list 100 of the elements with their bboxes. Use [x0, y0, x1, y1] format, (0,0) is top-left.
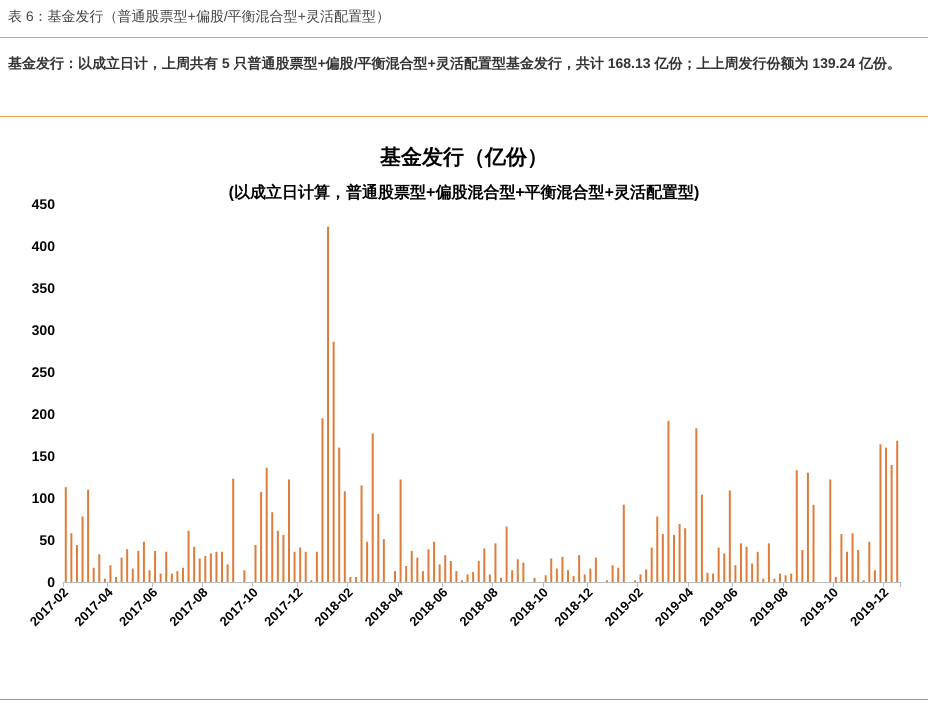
bar — [226, 564, 229, 582]
bar — [796, 470, 798, 582]
bar — [472, 572, 474, 582]
bar — [684, 528, 686, 582]
bar — [416, 558, 418, 582]
bar — [271, 512, 274, 582]
bar — [700, 494, 703, 582]
bar — [377, 514, 380, 582]
bar — [410, 550, 413, 582]
bar — [120, 558, 123, 582]
bar — [756, 552, 759, 582]
bar — [834, 576, 837, 582]
bar — [534, 578, 536, 582]
bar — [76, 545, 78, 582]
y-tick-label: 350 — [32, 280, 56, 296]
bar — [544, 575, 547, 582]
bar — [790, 574, 792, 582]
bar — [160, 574, 162, 582]
bar — [137, 550, 140, 582]
bar — [773, 578, 776, 582]
bar — [282, 534, 284, 582]
bar — [494, 543, 496, 582]
bar — [132, 568, 134, 582]
bar — [488, 574, 491, 582]
y-tick-label: 50 — [39, 532, 56, 548]
bar — [170, 574, 173, 582]
bar — [64, 487, 67, 582]
bar — [640, 574, 642, 582]
bar — [846, 552, 848, 582]
bar — [829, 480, 832, 582]
bar — [740, 543, 742, 582]
bar — [394, 571, 396, 582]
bar — [801, 550, 804, 582]
bar — [506, 526, 508, 582]
bar — [617, 568, 620, 582]
bar — [784, 575, 787, 582]
bar — [478, 561, 480, 582]
bar — [718, 548, 720, 582]
bar — [427, 549, 430, 582]
bar — [728, 490, 731, 582]
bar — [868, 542, 870, 582]
bar — [294, 552, 296, 582]
bar — [594, 558, 597, 582]
bar — [344, 491, 346, 582]
bar — [316, 552, 318, 582]
bar — [142, 542, 145, 582]
bar — [182, 568, 184, 582]
text: 表 6：基金发行（普通股票型+偏股/平衡混合型+灵活配置型） — [8, 8, 390, 26]
bar — [656, 516, 658, 582]
y-tick-label: 250 — [32, 364, 56, 380]
bar — [332, 342, 335, 582]
bar — [852, 533, 854, 582]
bar — [444, 555, 446, 582]
bar — [572, 576, 575, 582]
bar — [154, 550, 156, 582]
y-tick-label: 0 — [47, 574, 56, 590]
bar — [254, 545, 257, 582]
bar — [500, 578, 502, 582]
bar — [584, 574, 586, 582]
bar — [87, 490, 90, 582]
bar — [522, 562, 524, 582]
bar — [349, 576, 352, 582]
bar — [82, 516, 84, 582]
bar — [622, 504, 625, 582]
bar — [885, 448, 888, 582]
bar — [678, 524, 681, 582]
bar — [556, 568, 558, 582]
bar — [578, 555, 580, 582]
bar — [516, 559, 519, 582]
bar — [215, 552, 218, 582]
bar — [768, 543, 770, 582]
text: 基金发行：以成立日计，上周共有 5 只普通股票型+偏股/平衡混合型+灵活配置型基金发行，共计 168.13 亿份；上上周发行份额为 139.24 亿份。 — [8, 54, 902, 73]
bar — [645, 569, 648, 582]
bar — [148, 570, 150, 582]
bar — [104, 578, 106, 582]
bar — [366, 542, 368, 582]
bar — [779, 574, 782, 582]
bar — [667, 420, 670, 582]
bar — [360, 485, 363, 582]
bar — [706, 572, 708, 582]
bar — [589, 568, 592, 582]
bar — [400, 480, 402, 582]
chart-title: 基金发行（亿份） — [379, 146, 548, 169]
bar — [193, 546, 196, 582]
bar — [405, 566, 408, 582]
bar — [746, 546, 748, 582]
bar — [734, 565, 736, 582]
bar — [812, 504, 815, 582]
bar — [276, 530, 279, 582]
bar — [840, 534, 842, 582]
bar — [321, 418, 324, 582]
bar — [650, 548, 653, 582]
y-tick-label: 300 — [32, 322, 56, 338]
bar — [762, 578, 764, 582]
bar — [857, 550, 860, 582]
bar — [896, 440, 898, 582]
bar — [92, 568, 95, 582]
bar — [176, 571, 178, 582]
bar — [450, 561, 452, 582]
bar — [198, 558, 201, 582]
